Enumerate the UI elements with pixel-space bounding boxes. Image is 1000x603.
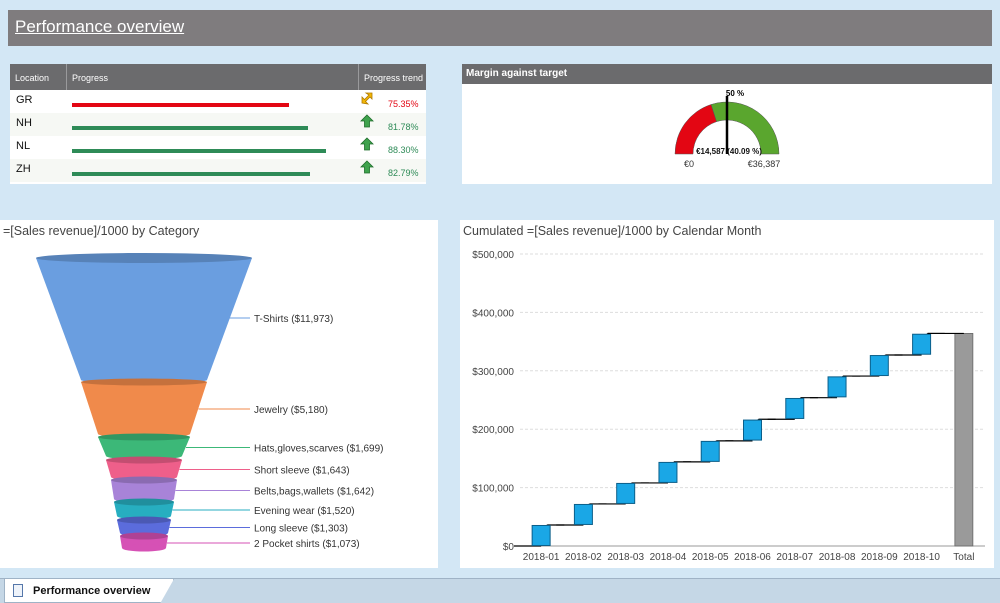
progress-bar xyxy=(72,172,310,176)
x-tick-label: Total xyxy=(953,552,974,563)
waterfall-title: Cumulated =[Sales revenue]/1000 by Calen… xyxy=(463,224,762,238)
column-header-location[interactable]: Location xyxy=(15,73,50,83)
progress-bar xyxy=(72,149,326,153)
waterfall-total-bar[interactable] xyxy=(954,333,974,547)
funnel-label: Hats,gloves,scarves ($1,699) xyxy=(254,444,384,455)
funnel-segment[interactable] xyxy=(114,498,174,520)
column-header-progress[interactable]: Progress xyxy=(72,73,109,83)
waterfall-bar[interactable] xyxy=(531,524,551,546)
funnel-title: =[Sales revenue]/1000 by Category xyxy=(3,224,200,238)
waterfall-chart-panel: Cumulated =[Sales revenue]/1000 by Calen… xyxy=(460,220,994,568)
waterfall-bar[interactable] xyxy=(869,355,889,377)
funnel-label: Short sleeve ($1,643) xyxy=(254,466,350,477)
table-row[interactable]: GR 75.35% xyxy=(10,90,426,113)
table-row[interactable]: NL 88.30% xyxy=(10,136,426,159)
y-tick-label: $100,000 xyxy=(472,484,514,495)
y-tick-label: $0 xyxy=(503,542,515,553)
y-tick-label: $200,000 xyxy=(472,425,514,436)
progress-bar xyxy=(72,126,308,130)
waterfall-bar[interactable] xyxy=(573,503,593,525)
x-tick-label: 2018-01 xyxy=(523,552,560,563)
document-icon xyxy=(13,584,23,597)
funnel-label: Long sleeve ($1,303) xyxy=(254,524,348,535)
waterfall-bar[interactable] xyxy=(700,440,720,462)
column-header-trend[interactable]: Progress trend xyxy=(364,73,424,83)
x-tick-label: 2018-05 xyxy=(692,552,729,563)
trend-up-arrow-icon xyxy=(360,137,374,151)
y-tick-label: $500,000 xyxy=(472,250,514,261)
trend-up-arrow-icon xyxy=(360,114,374,128)
progress-bar xyxy=(72,103,289,107)
funnel-chart: T-Shirts ($11,973) Jewelry ($5,180) Hats,g… xyxy=(36,253,384,552)
funnel-segment[interactable] xyxy=(36,253,252,384)
x-tick-label: 2018-09 xyxy=(861,552,898,563)
column-divider xyxy=(358,64,359,90)
waterfall-bar[interactable] xyxy=(912,333,932,355)
page-title: Performance overview xyxy=(15,17,185,36)
funnel-label: Jewelry ($5,180) xyxy=(254,405,328,416)
table-header: Location Progress Progress trend xyxy=(10,64,426,90)
gauge-target-label: 50 % xyxy=(726,89,744,98)
percent-cell: 82.79% xyxy=(388,168,419,178)
table-row[interactable]: NH 81.78% xyxy=(10,113,426,136)
waterfall-chart: $0 $100,000 $200,000 $300,000 $400,000 $500,0… xyxy=(472,250,985,563)
waterfall-bar[interactable] xyxy=(616,482,636,504)
gauge-title: Margin against target xyxy=(466,68,568,79)
percent-cell: 81.78% xyxy=(388,122,419,132)
location-cell: GR xyxy=(16,94,33,106)
funnel-label: T-Shirts ($11,973) xyxy=(254,314,333,325)
y-tick-label: $400,000 xyxy=(472,308,514,319)
funnel-segment[interactable] xyxy=(120,532,168,552)
funnel-chart-panel: =[Sales revenue]/1000 by Category T-Shir… xyxy=(0,220,438,568)
gauge-value-label: €14,587 (40.09 %) xyxy=(696,147,762,156)
x-tick-label: 2018-02 xyxy=(565,552,602,563)
location-cell: ZH xyxy=(16,163,31,175)
gauge-title-bar: Margin against target xyxy=(462,64,992,84)
table-row[interactable]: ZH 82.79% xyxy=(10,159,426,182)
funnel-label: Evening wear ($1,520) xyxy=(254,506,355,517)
gauge-max-label: €36,387 xyxy=(748,159,781,169)
trend-up-arrow-icon xyxy=(360,160,374,174)
tab-label: Performance overview xyxy=(33,585,151,597)
tab-bar: Performance overview xyxy=(0,578,1000,603)
waterfall-bar[interactable] xyxy=(743,419,762,441)
location-cell: NL xyxy=(16,140,31,152)
waterfall-bar[interactable] xyxy=(827,376,847,398)
column-divider xyxy=(66,64,67,90)
y-tick-label: $300,000 xyxy=(472,367,514,378)
margin-gauge-panel: Margin against target €0 €36,387 50 % €14… xyxy=(462,64,992,184)
percent-cell: 75.35% xyxy=(388,99,419,109)
waterfall-bar[interactable] xyxy=(658,461,678,483)
x-tick-label: 2018-10 xyxy=(903,552,940,563)
x-tick-label: 2018-06 xyxy=(734,552,771,563)
funnel-segment[interactable] xyxy=(98,433,190,460)
funnel-segment[interactable] xyxy=(81,378,207,438)
funnel-label: 2 Pocket shirts ($1,073) xyxy=(254,539,360,550)
x-tick-label: 2018-07 xyxy=(776,552,813,563)
trend-diagonal-arrow-icon xyxy=(361,92,373,105)
funnel-label: Belts,bags,wallets ($1,642) xyxy=(254,487,374,498)
progress-table: Location Progress Progress trend GR 75.35… xyxy=(10,64,426,184)
gauge-chart: €0 €36,387 50 % €14,587 (40.09 %) xyxy=(674,89,781,169)
x-tick-label: 2018-08 xyxy=(819,552,856,563)
location-cell: NH xyxy=(16,117,32,129)
tab-performance-overview[interactable]: Performance overview xyxy=(4,579,174,603)
x-tick-label: 2018-03 xyxy=(607,552,644,563)
waterfall-bar[interactable] xyxy=(785,397,805,419)
gauge-min-label: €0 xyxy=(684,159,694,169)
percent-cell: 88.30% xyxy=(388,145,419,155)
page-header: Performance overview xyxy=(8,10,992,46)
x-tick-label: 2018-04 xyxy=(650,552,687,563)
